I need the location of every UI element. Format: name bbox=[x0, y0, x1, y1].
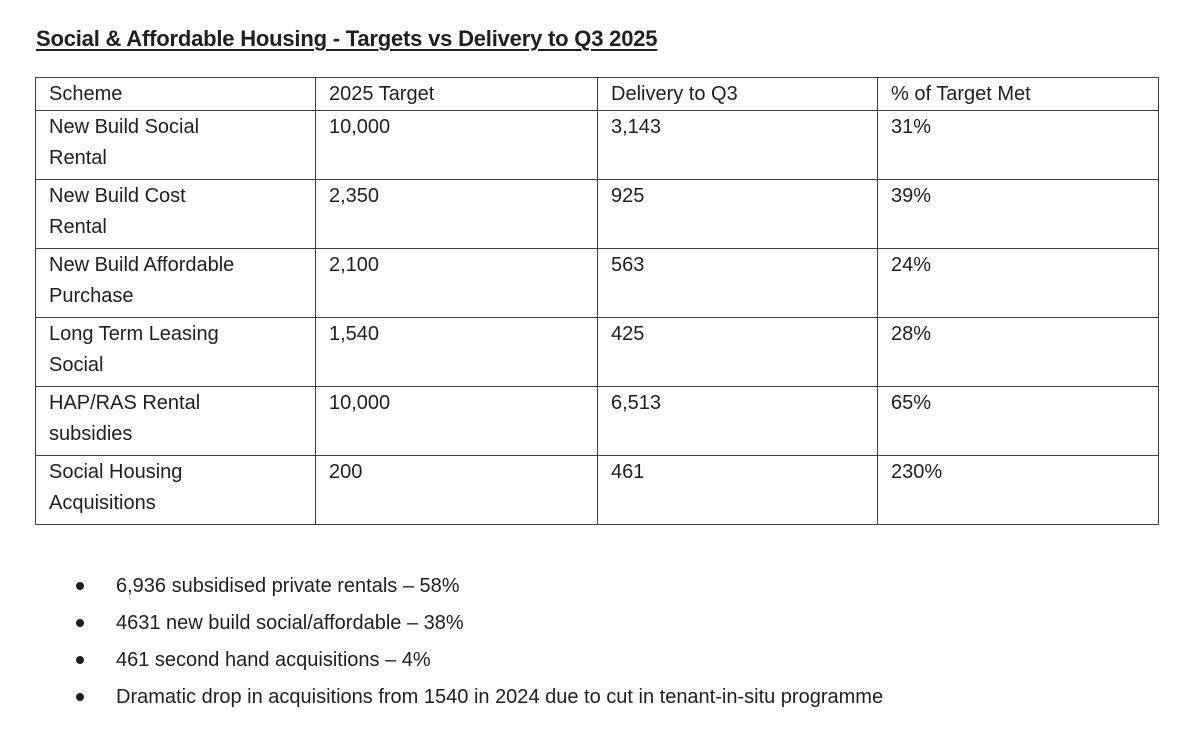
bullet-dot bbox=[76, 693, 84, 701]
table-row: HAP/RAS Rental subsidies 10,000 6,513 65… bbox=[35, 386, 1159, 456]
scheme-cell: New Build Social Rental bbox=[35, 110, 316, 180]
pct-met-cell: 24% bbox=[877, 248, 1159, 318]
table-header-row: Scheme 2025 Target Delivery to Q3 % of T… bbox=[35, 77, 1159, 111]
col-header-scheme: Scheme bbox=[35, 77, 316, 111]
delivery-cell: 6,513 bbox=[597, 386, 878, 456]
bullet-dot bbox=[76, 582, 84, 590]
pct-met-cell: 65% bbox=[877, 386, 1159, 456]
bullet-text: 4631 new build social/affordable – 38% bbox=[116, 612, 464, 634]
pct-met-cell: 31% bbox=[877, 110, 1159, 180]
target-cell: 1,540 bbox=[315, 317, 598, 387]
list-item: 461 second hand acquisitions – 4% bbox=[76, 645, 1160, 682]
scheme-cell: Long Term Leasing Social bbox=[35, 317, 316, 387]
table-row: Long Term Leasing Social 1,540 425 28% bbox=[35, 317, 1159, 387]
col-header-pct-met: % of Target Met bbox=[877, 77, 1159, 111]
col-header-target: 2025 Target bbox=[315, 77, 598, 111]
pct-met-cell: 230% bbox=[877, 455, 1159, 525]
bullet-text: Dramatic drop in acquisitions from 1540 … bbox=[116, 686, 884, 708]
target-cell: 10,000 bbox=[315, 386, 598, 456]
bullet-dot bbox=[76, 619, 84, 627]
scheme-cell: New Build Cost Rental bbox=[35, 179, 316, 249]
bullet-dot bbox=[76, 656, 84, 664]
table-row: Social Housing Acquisitions 200 461 230% bbox=[35, 455, 1159, 525]
delivery-cell: 925 bbox=[597, 179, 878, 249]
table-row: New Build Affordable Purchase 2,100 563 … bbox=[35, 248, 1159, 318]
scheme-cell: New Build Affordable Purchase bbox=[35, 248, 316, 318]
scheme-cell: HAP/RAS Rental subsidies bbox=[35, 386, 316, 456]
bullet-text: 461 second hand acquisitions – 4% bbox=[116, 649, 431, 671]
target-cell: 2,350 bbox=[315, 179, 598, 249]
delivery-cell: 461 bbox=[597, 455, 878, 525]
list-item: 6,936 subsidised private rentals – 58% bbox=[76, 571, 1160, 608]
col-header-delivery: Delivery to Q3 bbox=[597, 77, 878, 111]
delivery-cell: 563 bbox=[597, 248, 878, 318]
bullet-text: 6,936 subsidised private rentals – 58% bbox=[116, 575, 460, 597]
list-item: 4631 new build social/affordable – 38% bbox=[76, 608, 1160, 645]
target-cell: 2,100 bbox=[315, 248, 598, 318]
delivery-cell: 425 bbox=[597, 317, 878, 387]
summary-bullet-list: 6,936 subsidised private rentals – 58% 4… bbox=[76, 571, 1160, 719]
target-cell: 10,000 bbox=[315, 110, 598, 180]
housing-targets-table: Scheme 2025 Target Delivery to Q3 % of T… bbox=[35, 77, 1159, 525]
pct-met-cell: 39% bbox=[877, 179, 1159, 249]
document-page: Social & Affordable Housing - Targets vs… bbox=[35, 26, 1160, 719]
list-item: Dramatic drop in acquisitions from 1540 … bbox=[76, 682, 1160, 719]
table-row: New Build Cost Rental 2,350 925 39% bbox=[35, 179, 1159, 249]
page-title: Social & Affordable Housing - Targets vs… bbox=[36, 26, 658, 51]
pct-met-cell: 28% bbox=[877, 317, 1159, 387]
table-row: New Build Social Rental 10,000 3,143 31% bbox=[35, 110, 1159, 180]
scheme-cell: Social Housing Acquisitions bbox=[35, 455, 316, 525]
target-cell: 200 bbox=[315, 455, 598, 525]
delivery-cell: 3,143 bbox=[597, 110, 878, 180]
